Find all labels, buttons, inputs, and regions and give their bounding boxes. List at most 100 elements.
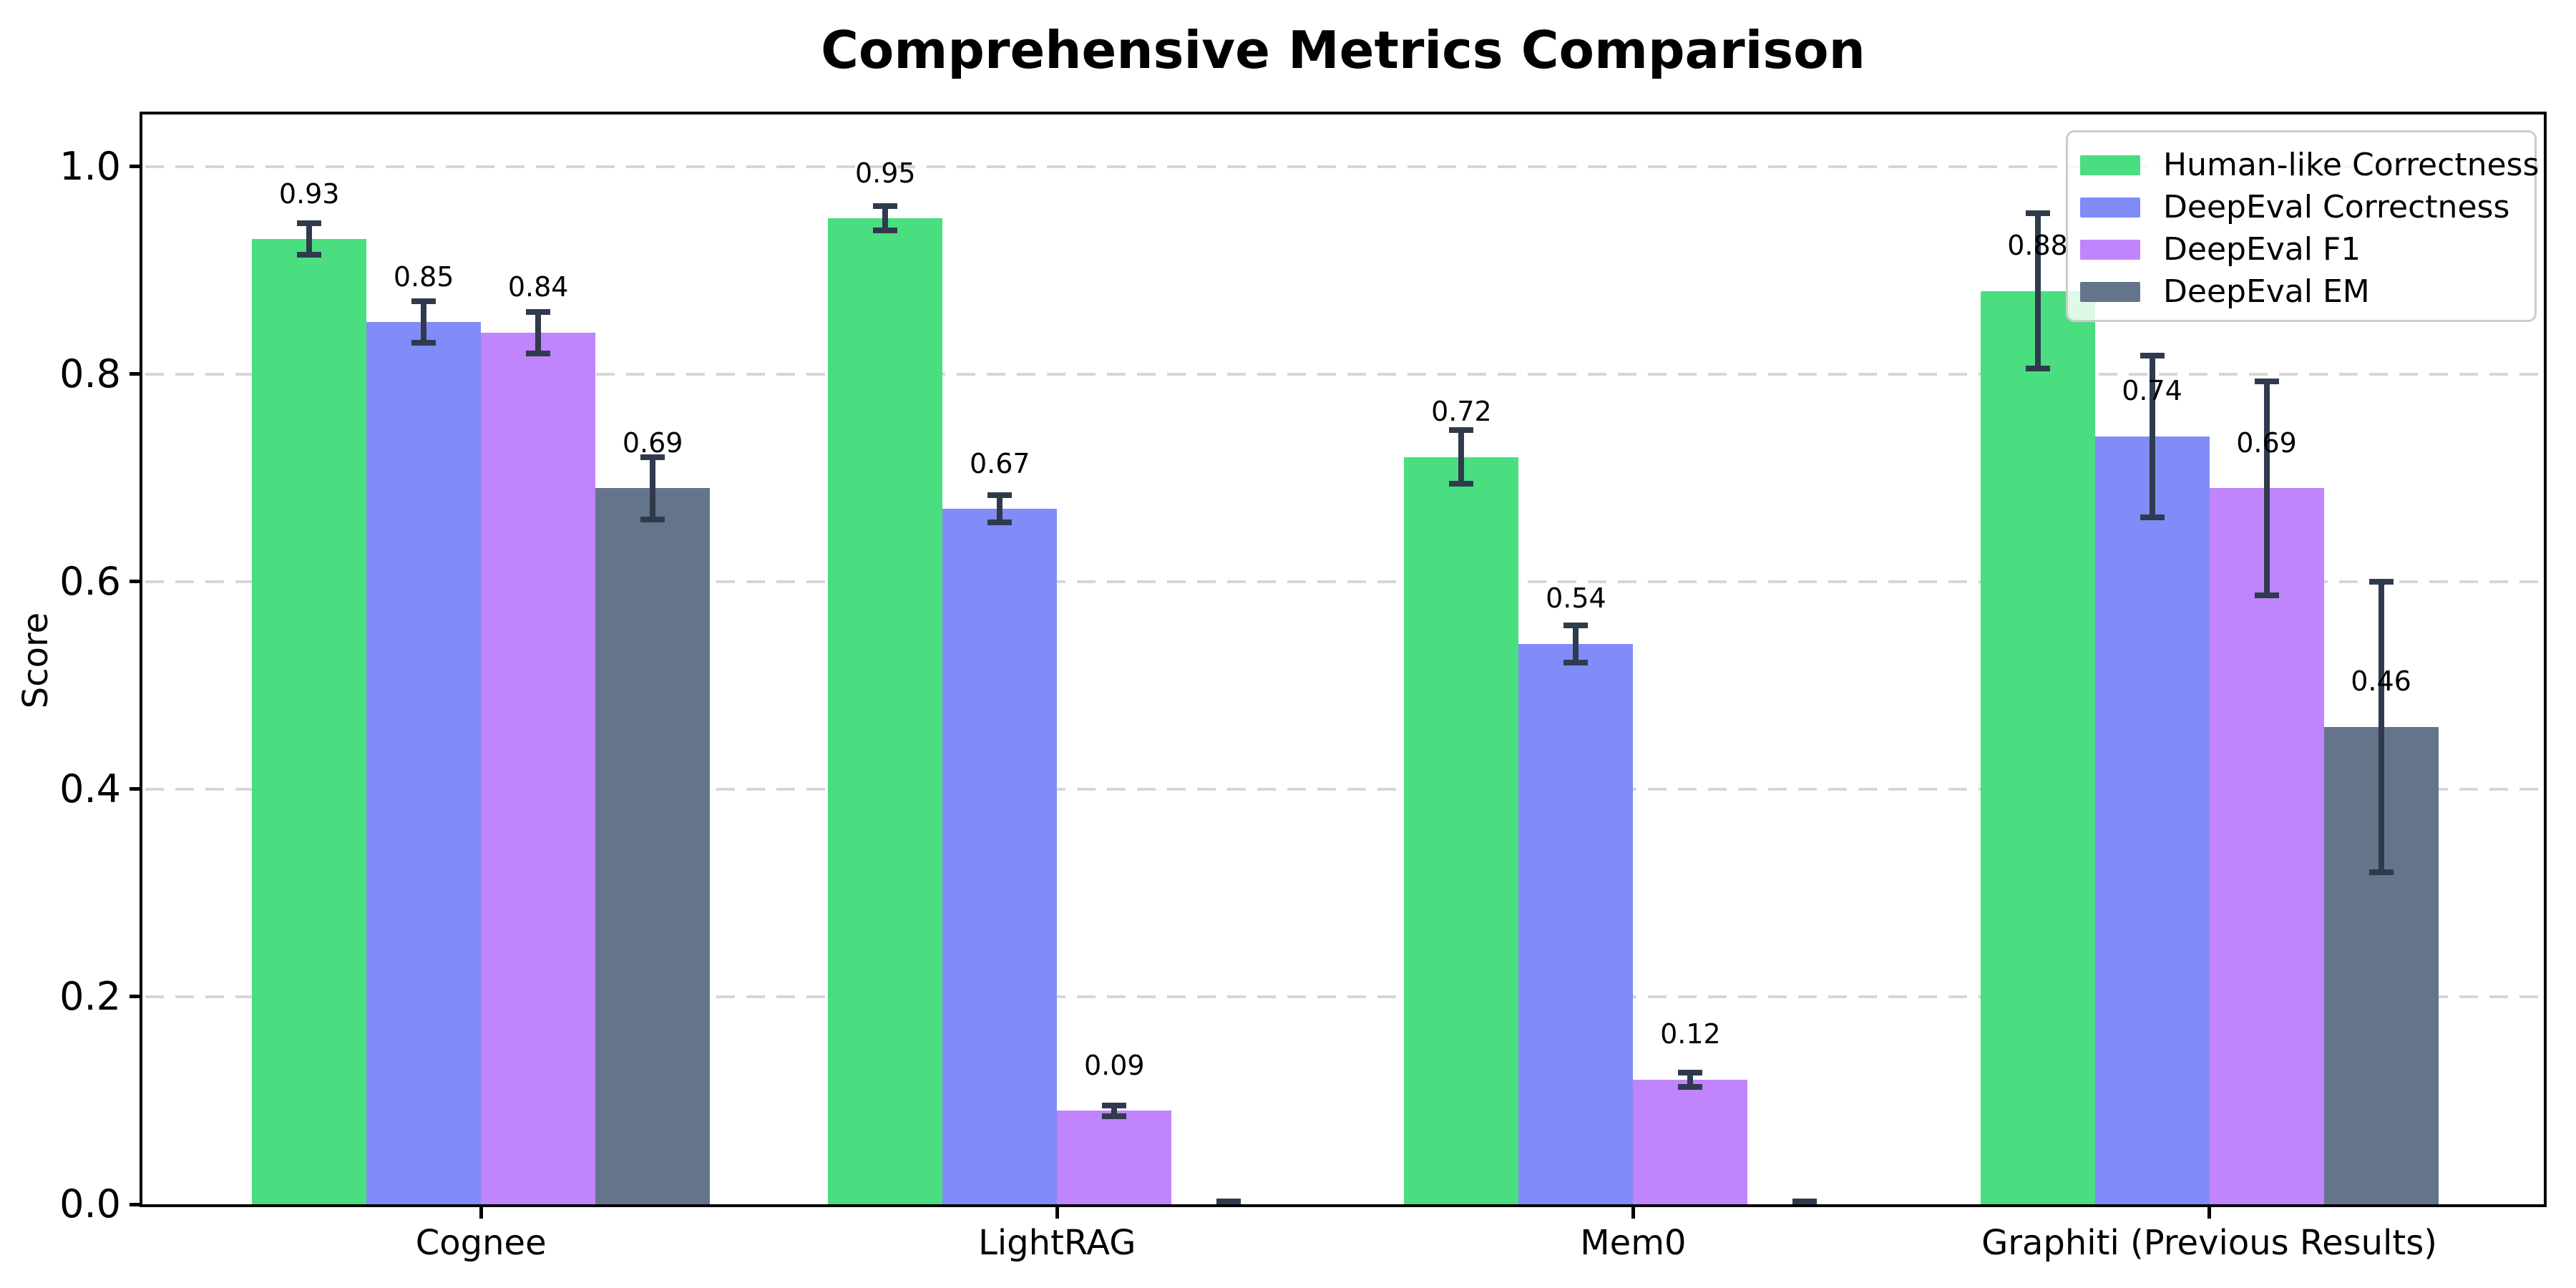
error-bar-cap — [1216, 1201, 1241, 1207]
error-bar-cap — [2368, 578, 2394, 585]
x-tick-label: Cognee — [415, 1223, 547, 1263]
y-tick-label: 0.8 — [59, 351, 121, 396]
error-bar — [2034, 213, 2041, 369]
value-label: 0.85 — [393, 260, 454, 293]
chart-title: Comprehensive Metrics Comparison — [821, 20, 1865, 80]
y-tick — [130, 372, 142, 376]
error-bar — [535, 311, 542, 353]
y-tick-label: 0.6 — [59, 558, 121, 604]
bar — [2209, 488, 2324, 1204]
gridline — [145, 580, 2541, 583]
error-bar — [1111, 1106, 1118, 1116]
error-bar-cap — [987, 519, 1013, 526]
error-bar-cap — [526, 350, 551, 356]
legend-swatch — [2080, 197, 2140, 218]
error-bar-cap — [1449, 426, 1474, 433]
x-tick — [2207, 1204, 2211, 1219]
error-bar-cap — [2140, 352, 2165, 358]
x-tick — [1055, 1204, 1059, 1219]
value-label: 0.74 — [2122, 375, 2182, 407]
error-bar — [997, 495, 1003, 523]
y-tick — [130, 787, 142, 791]
gridline — [145, 165, 2541, 168]
x-tick-label: Mem0 — [1580, 1223, 1687, 1263]
x-tick — [1631, 1204, 1635, 1219]
x-tick-label: Graphiti (Previous Results) — [1981, 1223, 2437, 1263]
legend-label: DeepEval Correctness — [2163, 188, 2510, 225]
error-bar-cap — [2140, 514, 2165, 520]
error-bar-cap — [411, 298, 436, 305]
bar — [1057, 1111, 1172, 1204]
error-bar-cap — [1563, 659, 1589, 665]
bar — [828, 218, 943, 1204]
y-tick — [130, 580, 142, 584]
value-label: 0.54 — [1546, 582, 1606, 615]
y-tick — [130, 995, 142, 999]
bar — [481, 332, 596, 1204]
value-label: 0.12 — [1660, 1018, 1721, 1050]
error-bar-cap — [873, 203, 898, 209]
bar — [942, 509, 1058, 1204]
legend-item: DeepEval F1 — [2068, 228, 2534, 270]
value-label: 0.67 — [969, 447, 1030, 479]
x-tick — [479, 1204, 483, 1219]
error-bar-cap — [2254, 592, 2279, 598]
error-bar — [2149, 355, 2155, 517]
y-tick-label: 0.0 — [59, 1181, 121, 1226]
value-label: 0.69 — [622, 426, 683, 459]
error-bar-cap — [1102, 1113, 1127, 1119]
y-tick-label: 0.2 — [59, 973, 121, 1019]
error-bar-cap — [411, 340, 436, 346]
legend-label: DeepEval F1 — [2163, 230, 2361, 268]
legend-item: Human-like Correctness — [2068, 144, 2539, 186]
x-tick-label: LightRAG — [978, 1223, 1136, 1263]
bar — [366, 322, 482, 1204]
error-bar-cap — [1102, 1103, 1127, 1109]
error-bar-cap — [1678, 1084, 1703, 1091]
error-bar-cap — [2368, 869, 2394, 875]
legend-item: DeepEval EM — [2068, 270, 2534, 313]
error-bar — [421, 301, 427, 343]
y-tick-label: 1.0 — [59, 143, 121, 189]
value-label: 0.95 — [854, 157, 916, 189]
legend-swatch — [2080, 155, 2140, 175]
legend-label: Human-like Correctness — [2163, 146, 2540, 183]
value-label: 0.93 — [278, 177, 340, 210]
y-tick — [130, 165, 142, 169]
error-bar-cap — [640, 454, 665, 460]
value-label: 0.09 — [1083, 1049, 1145, 1081]
error-bar-cap — [1216, 1198, 1241, 1204]
bar — [252, 239, 367, 1204]
error-bar-cap — [1449, 481, 1474, 487]
legend-item: DeepEval Correctness — [2068, 186, 2534, 228]
error-bar-cap — [2025, 210, 2050, 216]
error-bar-cap — [1792, 1201, 1818, 1207]
bar — [1518, 643, 1634, 1204]
error-bar — [1458, 429, 1465, 484]
gridline — [145, 372, 2541, 376]
error-bar — [1573, 625, 1579, 663]
error-bar — [882, 205, 889, 231]
error-bar-cap — [297, 251, 322, 258]
legend-swatch — [2080, 281, 2140, 302]
y-axis-label: Score — [16, 612, 56, 709]
value-label: 0.72 — [1431, 396, 1492, 428]
legend: Human-like Correctness DeepEval Correctne… — [2066, 130, 2539, 322]
error-bar — [2378, 581, 2384, 872]
bar — [595, 488, 711, 1204]
error-bar-cap — [987, 492, 1013, 499]
bar — [1404, 457, 1519, 1204]
error-bar — [650, 457, 656, 519]
bar — [1980, 291, 2095, 1204]
error-bar-cap — [1563, 622, 1589, 628]
bar — [2094, 436, 2210, 1204]
error-bar-cap — [1792, 1198, 1818, 1204]
error-bar-cap — [873, 228, 898, 234]
error-bar — [1687, 1072, 1694, 1088]
error-bar-cap — [1678, 1069, 1703, 1075]
error-bar — [2263, 381, 2270, 595]
error-bar-cap — [2025, 366, 2050, 372]
gridline — [145, 787, 2541, 791]
legend-label: DeepEval EM — [2163, 273, 2370, 310]
error-bar-cap — [297, 220, 322, 227]
